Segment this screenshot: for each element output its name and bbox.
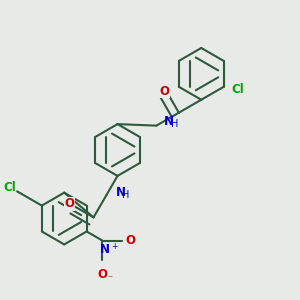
Text: O: O — [64, 197, 74, 210]
Text: O: O — [97, 268, 107, 281]
Text: N: N — [164, 115, 174, 128]
Text: O: O — [126, 234, 136, 247]
Text: H: H — [122, 190, 129, 200]
Text: N: N — [116, 186, 126, 199]
Text: Cl: Cl — [232, 83, 244, 96]
Text: N: N — [100, 243, 110, 256]
Text: O: O — [159, 85, 169, 98]
Text: Cl: Cl — [3, 181, 16, 194]
Text: H: H — [171, 119, 178, 129]
Text: ⁻: ⁻ — [107, 274, 112, 284]
Text: +: + — [111, 242, 118, 251]
